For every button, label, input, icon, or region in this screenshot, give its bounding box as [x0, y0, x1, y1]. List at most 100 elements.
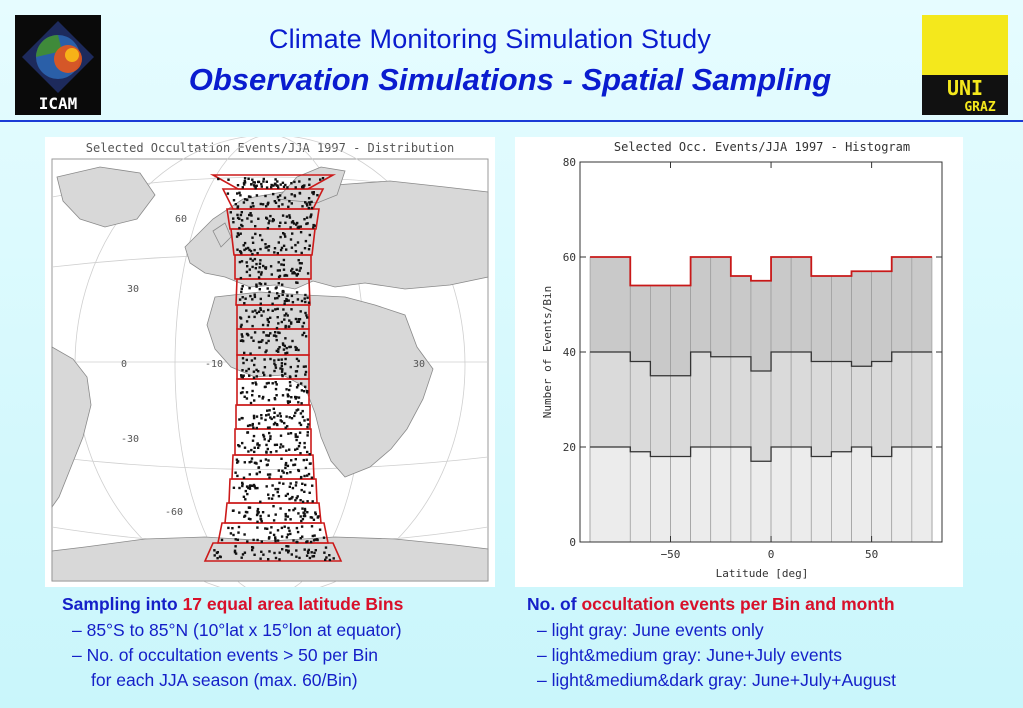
event-dot [289, 532, 292, 536]
step-outline-series2 [590, 351, 932, 377]
event-dot [238, 217, 241, 220]
event-dot [237, 525, 241, 529]
event-dot [279, 443, 283, 446]
event-dot [255, 194, 259, 197]
event-dot [251, 394, 254, 397]
event-dot [283, 344, 286, 348]
event-dot [311, 500, 314, 503]
histogram-chart-panel: Selected Occ. Events/JJA 1997 - Histogra… [515, 137, 963, 587]
event-dot [295, 496, 298, 500]
event-dot [291, 301, 295, 304]
event-dot [286, 425, 289, 428]
event-dot [307, 551, 310, 554]
event-dot [265, 180, 268, 183]
event-dot [246, 265, 249, 268]
antarctica-land [51, 536, 489, 582]
event-dot [251, 241, 255, 244]
event-dot [285, 536, 289, 539]
event-dot [281, 203, 284, 206]
event-dot [279, 367, 282, 370]
event-dot [288, 216, 292, 219]
event-dot [239, 316, 242, 319]
event-dot [273, 200, 276, 203]
event-dot [271, 302, 274, 305]
event-dot [243, 198, 247, 201]
event-dot [298, 262, 302, 265]
event-dot [274, 287, 277, 290]
event-dot [275, 338, 278, 342]
left-caption-line-2: – 85°S to 85°N (10°lat x 15°lon at equat… [72, 620, 402, 640]
lat-label-30: 30 [127, 284, 139, 295]
event-dot [276, 316, 279, 319]
event-dot [305, 554, 309, 557]
event-dot [290, 202, 293, 205]
event-dot [270, 183, 273, 187]
graz-logo-text: GRAZ [964, 100, 995, 115]
event-dot [281, 283, 284, 286]
event-dot [271, 309, 274, 312]
event-dot [243, 395, 246, 398]
event-dot [254, 232, 257, 236]
event-dot [236, 216, 240, 220]
event-dot [245, 332, 249, 336]
event-dot [298, 556, 301, 560]
event-dot [266, 334, 269, 337]
event-dot [299, 476, 303, 479]
event-dot [247, 367, 250, 371]
event-dot [277, 469, 280, 472]
event-dot [247, 506, 251, 509]
event-dot [303, 509, 307, 512]
event-dot [286, 515, 290, 518]
event-dot [282, 343, 285, 346]
event-dot [267, 399, 271, 402]
event-dot [298, 269, 301, 272]
uni-graz-logo: UNI GRAZ [922, 15, 1008, 115]
event-dot [248, 424, 252, 427]
event-dot [268, 409, 271, 412]
event-dot [251, 546, 254, 549]
event-dot [295, 357, 299, 361]
event-dot [267, 294, 270, 297]
event-dot [294, 345, 297, 349]
event-dot [279, 507, 282, 510]
bar-series1-bin16 [911, 446, 933, 543]
event-dot [267, 320, 270, 324]
event-dot [306, 434, 309, 437]
event-dot [257, 340, 261, 344]
distribution-map-panel: Selected Occultation Events/JJA 1997 - D… [45, 134, 495, 596]
event-dot [272, 533, 276, 537]
event-dot [231, 527, 234, 530]
event-dot [240, 260, 244, 263]
event-dot [282, 258, 286, 262]
event-dot [288, 497, 291, 501]
event-dot [251, 236, 254, 239]
x-axis-label: Latitude [deg] [716, 567, 809, 580]
event-dot [244, 498, 247, 501]
event-dot [303, 446, 306, 449]
chart-title: Selected Occ. Events/JJA 1997 - Histogra… [614, 140, 910, 154]
event-dot [310, 476, 314, 479]
event-dot [243, 248, 246, 252]
event-dot [241, 484, 244, 488]
event-dot [294, 243, 297, 247]
event-dot [271, 484, 274, 487]
event-dot [313, 224, 316, 227]
event-dot [299, 452, 302, 455]
event-dot [264, 527, 267, 530]
event-dot [288, 529, 291, 532]
event-dot [267, 201, 270, 204]
event-dot [328, 558, 332, 562]
event-dot [287, 526, 290, 530]
event-dot [288, 388, 291, 392]
event-dot [260, 182, 263, 186]
event-dot [294, 348, 298, 351]
event-dot [308, 178, 311, 181]
event-dot [299, 412, 303, 415]
event-dot [272, 184, 275, 187]
event-dot [306, 222, 309, 225]
event-dot [297, 445, 301, 448]
event-dot [271, 218, 275, 221]
event-dot [304, 385, 307, 388]
event-dot [276, 490, 279, 494]
event-dot [242, 374, 245, 377]
